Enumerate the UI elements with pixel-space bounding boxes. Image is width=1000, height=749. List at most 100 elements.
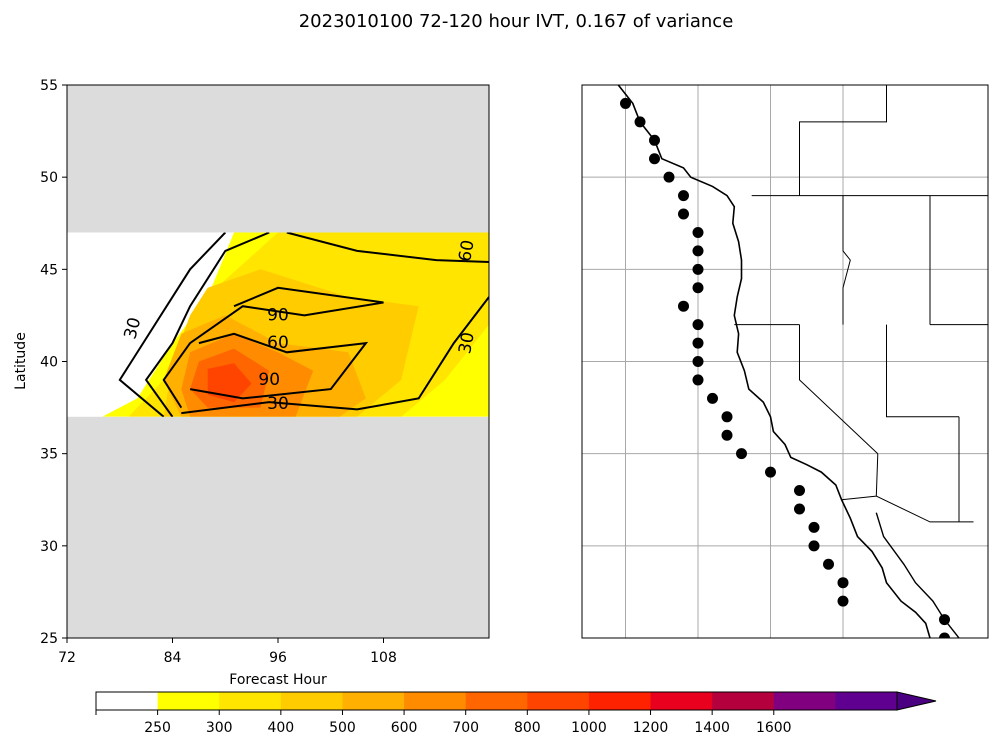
contour-label: 90 xyxy=(258,370,280,390)
contour-line-60 xyxy=(144,232,270,417)
location-marker xyxy=(692,263,704,275)
location-marker xyxy=(939,614,950,626)
location-marker xyxy=(794,503,805,515)
contour-label: 60 xyxy=(455,239,478,264)
location-marker xyxy=(692,337,704,349)
location-marker xyxy=(707,392,718,404)
location-marker xyxy=(678,190,689,202)
colorbar-extension xyxy=(896,691,937,711)
location-marker xyxy=(649,153,660,165)
colorbar-segment xyxy=(219,692,282,710)
location-marker xyxy=(808,540,820,552)
location-marker xyxy=(678,300,689,312)
map-content xyxy=(582,85,988,638)
colorbar-tick-label: 600 xyxy=(391,720,418,736)
location-marker xyxy=(837,595,849,607)
location-marker xyxy=(692,245,704,257)
location-marker xyxy=(765,466,776,478)
colorbar-tick-label: 400 xyxy=(267,720,294,736)
contour-label: 90 xyxy=(267,305,289,325)
colorbar-segment xyxy=(712,692,775,710)
border-line xyxy=(799,85,887,196)
colorbar-tick-label: 500 xyxy=(329,720,356,736)
colorbar-tick-label: 800 xyxy=(514,720,541,736)
colorbar-segment xyxy=(588,692,652,710)
contour-line-90 xyxy=(189,332,369,400)
coastline xyxy=(617,85,931,638)
location-marker xyxy=(692,226,704,238)
location-marker xyxy=(692,319,704,331)
colorbar-segment xyxy=(773,692,836,710)
colorbar-tick-label: 300 xyxy=(206,720,233,736)
location-marker xyxy=(721,411,733,423)
contour-line-30 xyxy=(181,296,489,415)
y-axis-label: Latitude xyxy=(13,332,29,390)
location-marker xyxy=(736,448,747,460)
location-marker xyxy=(794,485,805,497)
location-marker xyxy=(663,171,675,183)
location-marker xyxy=(837,577,849,589)
contour-line-30 xyxy=(118,232,227,417)
contour-line-60 xyxy=(286,232,489,263)
colorbar-segment xyxy=(280,692,343,710)
location-marker xyxy=(692,374,704,386)
colorbar-segment xyxy=(650,692,713,710)
contour-lines xyxy=(118,232,489,417)
colorbar-tick-label: 1200 xyxy=(633,720,669,736)
map-panel xyxy=(581,84,989,639)
colorbar-tick-label: 1600 xyxy=(756,720,792,736)
contour-label: 30 xyxy=(120,315,145,341)
colorbar: 250 300 400 500 600 700 800 1000 1200 1400 1600 xyxy=(95,691,937,736)
border-line xyxy=(886,324,959,418)
masked-region-1 xyxy=(67,416,489,638)
x-tick-label: 84 xyxy=(164,650,182,666)
colorbar-segment xyxy=(527,692,590,710)
contour-label: 30 xyxy=(267,394,289,414)
location-marker xyxy=(823,558,834,570)
contour-label: 30 xyxy=(455,331,478,356)
colorbar-tick-label: 1000 xyxy=(571,720,607,736)
x-tick-label: 72 xyxy=(58,650,76,666)
y-tick-label: 45 xyxy=(40,262,58,278)
location-marker xyxy=(678,208,689,220)
y-tick-label: 40 xyxy=(40,355,58,371)
colorbar-segment xyxy=(465,692,528,710)
masked-region-0 xyxy=(67,85,489,233)
border-line xyxy=(841,495,877,501)
y-tick-label: 55 xyxy=(40,78,58,94)
colorbar-segment xyxy=(157,692,220,710)
x-tick-label: 108 xyxy=(370,650,397,666)
contour-label: 60 xyxy=(267,333,289,353)
colorbar-tick-label: 250 xyxy=(144,720,171,736)
border-line xyxy=(842,195,851,325)
colorbar-segment xyxy=(342,692,405,710)
location-marker xyxy=(721,429,733,441)
colorbar-segment xyxy=(404,692,467,710)
colorbar-segment xyxy=(835,692,898,710)
contour-panel: 30 90 60 90 30 60 30 72 84 96 108 25 30 35 40 45 50 55 For… xyxy=(13,78,490,688)
location-marker xyxy=(692,356,704,367)
border-line xyxy=(875,453,974,523)
map-frame xyxy=(581,84,989,639)
border-line xyxy=(799,324,879,455)
location-marker xyxy=(808,521,820,533)
y-tick-label: 35 xyxy=(40,447,58,463)
filled-level-800 xyxy=(207,363,252,403)
figure-title: 2023010100 72-120 hour IVT, 0.167 of var… xyxy=(299,11,734,32)
location-marker xyxy=(620,97,631,109)
colorbar-tick-label: 700 xyxy=(452,720,479,736)
location-marker xyxy=(649,134,660,146)
y-tick-label: 30 xyxy=(40,539,58,555)
location-marker xyxy=(634,116,646,128)
colorbar-tick-label: 1400 xyxy=(694,720,730,736)
y-tick-label: 50 xyxy=(40,170,58,186)
contour-line-90 xyxy=(162,286,384,409)
x-tick-label: 96 xyxy=(269,650,287,666)
colorbar-frame xyxy=(95,691,898,711)
location-marker xyxy=(939,632,950,638)
colorbar-segment xyxy=(96,692,159,710)
y-tick-label: 25 xyxy=(40,631,58,647)
location-marker xyxy=(692,282,704,294)
x-axis-label: Forecast Hour xyxy=(229,672,327,688)
